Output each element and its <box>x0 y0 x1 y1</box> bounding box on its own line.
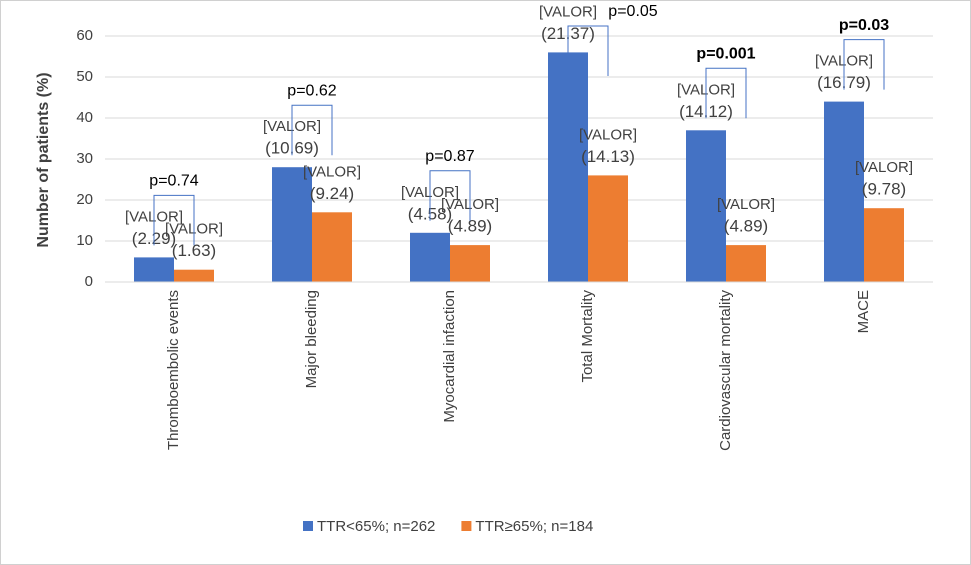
x-tick-label: Myocardial infaction <box>441 290 458 423</box>
bar <box>450 245 490 282</box>
y-tick-label: 20 <box>76 191 93 208</box>
bar-label: (4.89) <box>448 217 492 236</box>
bar-label: (4.89) <box>724 217 768 236</box>
bar <box>726 245 766 282</box>
x-tick-label: Thromboembolic events <box>165 290 182 450</box>
bar-label: (14.13) <box>581 147 635 166</box>
bar <box>410 232 450 282</box>
p-value: p=0.03 <box>839 17 889 34</box>
p-value: p=0.62 <box>287 82 336 99</box>
bar-label: [VALOR] <box>303 163 361 180</box>
y-tick-label: 30 <box>76 150 93 167</box>
bar <box>588 175 628 282</box>
y-tick-label: 50 <box>76 68 93 85</box>
x-tick-label: Cardiovascular mortality <box>717 290 734 451</box>
bar-label: [VALOR] <box>717 196 775 213</box>
x-tick-label: MACE <box>855 290 872 333</box>
p-value: p=0.05 <box>608 3 657 20</box>
y-tick-label: 0 <box>85 273 93 290</box>
bar <box>686 130 726 282</box>
bar <box>312 212 352 282</box>
bar-label: (1.63) <box>172 241 216 260</box>
p-bracket <box>153 194 195 246</box>
bar <box>174 269 214 282</box>
bar-label: [VALOR] <box>539 3 597 20</box>
bar <box>134 257 174 282</box>
x-tick-label: Total Mortality <box>579 290 596 383</box>
bar-label: [VALOR] <box>579 126 637 143</box>
p-bracket <box>843 39 885 90</box>
x-tick-label: Major bleeding <box>303 290 320 388</box>
y-tick-label: 10 <box>76 232 93 249</box>
bar <box>864 208 904 282</box>
y-axis-title: Number of patients (%) <box>35 72 52 247</box>
y-tick-label: 40 <box>76 109 93 126</box>
legend-swatch <box>303 521 313 531</box>
bar-label: (9.24) <box>310 184 354 203</box>
legend-label: TTR≥65%; n=184 <box>475 518 593 535</box>
y-tick-label: 60 <box>76 27 93 44</box>
p-value: p=0.001 <box>696 46 755 63</box>
legend-label: TTR<65%; n=262 <box>317 518 435 535</box>
bar-label: [VALOR] <box>855 159 913 176</box>
p-bracket <box>291 104 333 156</box>
bar <box>824 101 864 282</box>
bar-label: (9.78) <box>862 180 906 199</box>
p-value: p=0.74 <box>149 173 198 190</box>
p-bracket <box>705 67 747 119</box>
legend-swatch <box>461 521 472 531</box>
p-bracket <box>567 25 609 76</box>
bar <box>272 167 312 282</box>
p-bracket <box>429 170 471 221</box>
p-value: p=0.87 <box>425 148 474 165</box>
bar <box>548 52 588 283</box>
